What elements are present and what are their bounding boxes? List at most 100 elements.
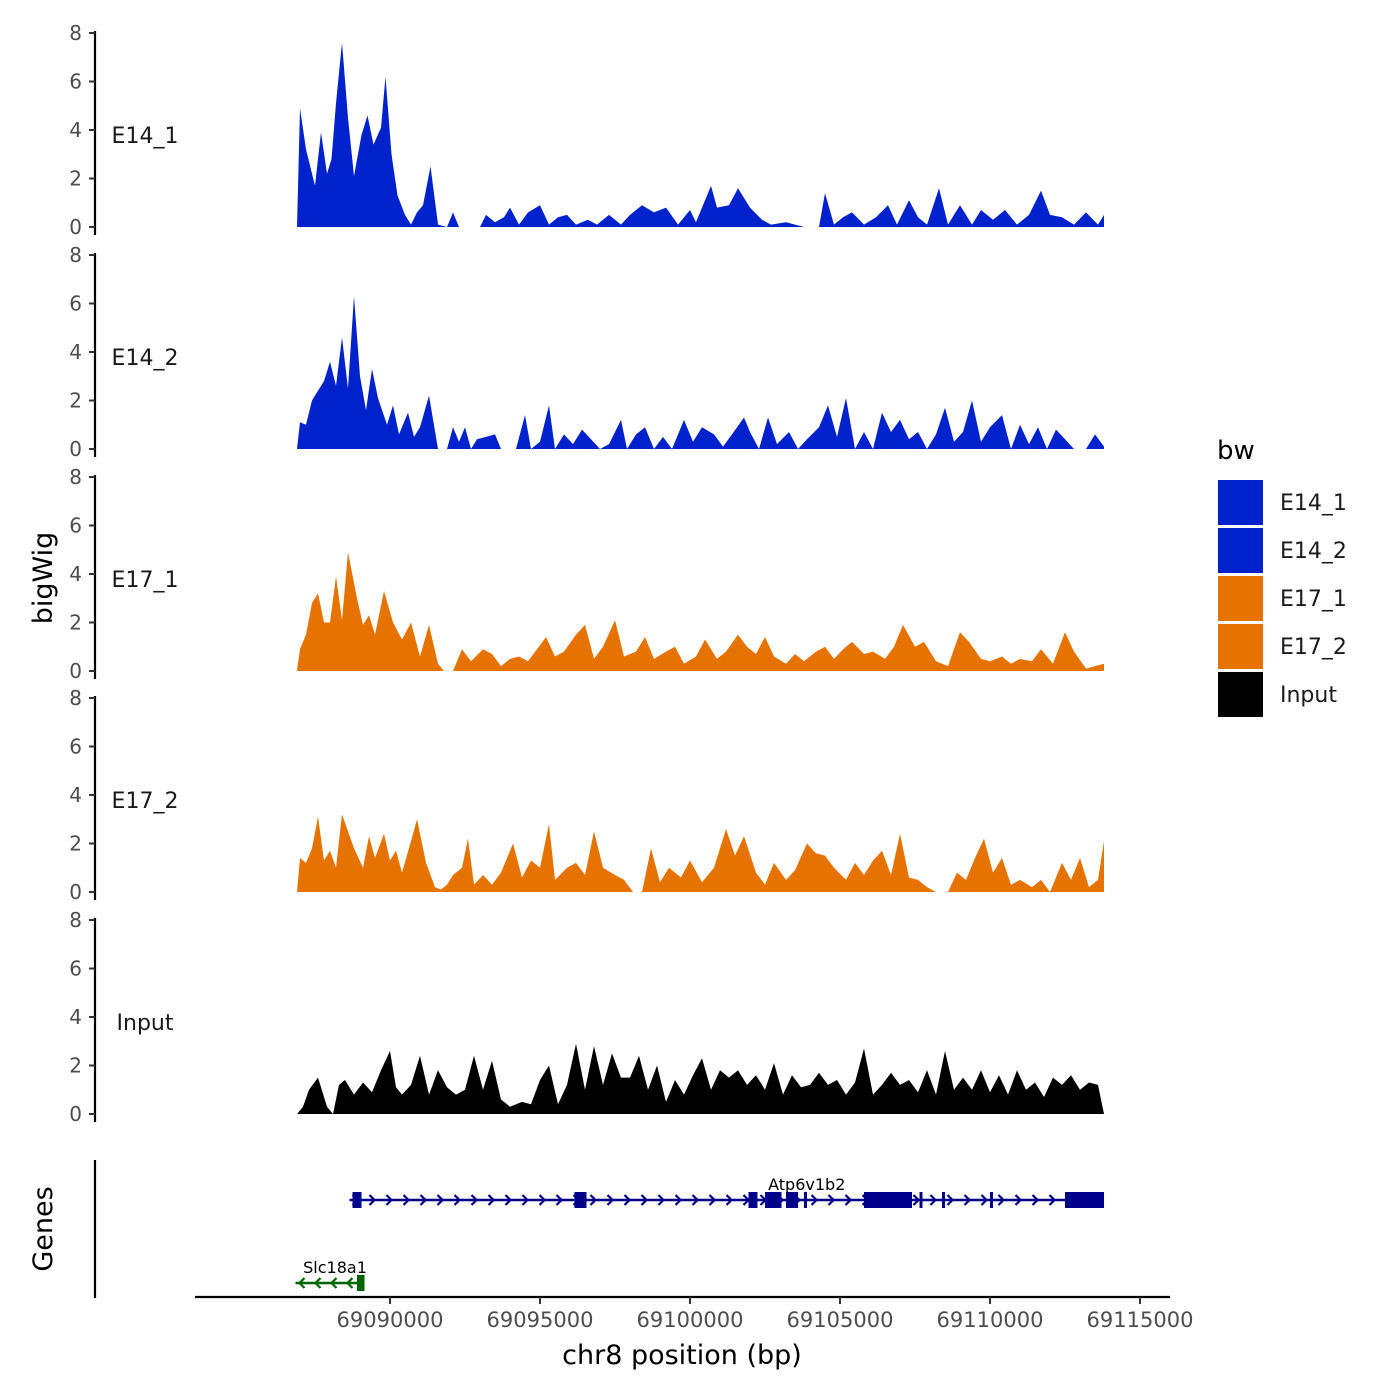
coverage-area-e17-2 <box>297 814 1104 892</box>
exon-atp6v1b2-9 <box>942 1192 945 1208</box>
y-tick-label-e17-1-6: 6 <box>69 514 82 538</box>
y-tick-label-e14-1-8: 8 <box>69 21 82 45</box>
strand-arrow <box>1048 1194 1057 1206</box>
exon-atp6v1b2-10 <box>990 1192 993 1208</box>
y-tick-label-input-2: 2 <box>69 1054 82 1078</box>
track-label-input: Input <box>117 1011 174 1036</box>
strand-arrow <box>997 1194 1006 1206</box>
y-tick-label-e17-1-4: 4 <box>69 562 82 586</box>
strand-arrow <box>368 1194 377 1206</box>
exon-slc18a1-1 <box>357 1275 365 1291</box>
strand-arrow <box>691 1194 700 1206</box>
y-tick-label-e14-2-4: 4 <box>69 340 82 364</box>
strand-arrow <box>345 1277 354 1289</box>
strand-arrow <box>521 1194 530 1206</box>
legend-swatch-e14-2 <box>1218 528 1263 573</box>
gene-label-slc18a1: Slc18a1 <box>303 1258 367 1277</box>
track-label-e17-2: E17_2 <box>112 789 179 814</box>
track-label-e17-1: E17_1 <box>112 568 179 593</box>
y-tick-label-input-0: 0 <box>69 1102 82 1126</box>
y-tick-label-e17-2-2: 2 <box>69 832 82 856</box>
coverage-tracks: 0 2 4 6 8 E14_1 0 2 4 6 8 E14_2 0 2 4 6 8 E17_1 0 2 4 6 8 E17_2… <box>69 21 1104 1126</box>
gene-label-atp6v1b2: Atp6v1b2 <box>768 1175 845 1194</box>
strand-arrow <box>504 1194 513 1206</box>
y-tick-label-e14-2-2: 2 <box>69 389 82 413</box>
y-tick-label-input-4: 4 <box>69 1005 82 1029</box>
y-tick-label-e14-2-8: 8 <box>69 243 82 267</box>
legend-label-e17-2: E17_2 <box>1280 635 1347 660</box>
legend: bw E14_1 E14_2 E17_1 E17_2 Input <box>1217 436 1347 717</box>
legend-label-e14-1: E14_1 <box>1280 491 1347 516</box>
strand-arrow <box>725 1194 734 1206</box>
strand-arrow <box>589 1194 598 1206</box>
exon-atp6v1b2-7 <box>864 1192 912 1208</box>
y-tick-label-e17-2-4: 4 <box>69 783 82 807</box>
strand-arrow <box>297 1277 306 1289</box>
strand-arrow <box>980 1194 989 1206</box>
y-tick-label-e17-2-6: 6 <box>69 735 82 759</box>
strand-arrow <box>1031 1194 1040 1206</box>
y-tick-label-input-8: 8 <box>69 908 82 932</box>
legend-item-e14-1: E14_1 <box>1218 480 1347 525</box>
strand-arrow <box>453 1194 462 1206</box>
exon-atp6v1b2-4 <box>765 1192 782 1208</box>
x-tick-label-69090000: 69090000 <box>337 1308 444 1332</box>
exon-atp6v1b2-2 <box>574 1192 587 1208</box>
strand-arrow <box>929 1194 938 1206</box>
legend-title: bw <box>1217 436 1255 466</box>
legend-swatch-e17-1 <box>1218 576 1263 621</box>
strand-arrow <box>657 1194 666 1206</box>
y-tick-label-e14-1-6: 6 <box>69 70 82 94</box>
legend-swatch-e14-1 <box>1218 480 1263 525</box>
track-input: 0 2 4 6 8 Input <box>69 908 1104 1126</box>
strand-arrow <box>844 1194 853 1206</box>
legend-item-e14-2: E14_2 <box>1218 528 1347 573</box>
strand-arrow <box>470 1194 479 1206</box>
y-tick-label-input-6: 6 <box>69 957 82 981</box>
strand-arrow <box>313 1277 322 1289</box>
track-e17-1: 0 2 4 6 8 E17_1 <box>69 465 1104 683</box>
strand-arrow <box>640 1194 649 1206</box>
gene-atp6v1b2: Atp6v1b2 <box>349 1175 1104 1208</box>
gene-slc18a1: Slc18a1 <box>295 1258 367 1291</box>
x-tick-label-69115000: 69115000 <box>1087 1308 1194 1332</box>
y-tick-label-e14-1-2: 2 <box>69 167 82 191</box>
track-label-e14-2: E14_2 <box>112 346 179 371</box>
track-label-e14-1: E14_1 <box>112 124 179 149</box>
strand-arrow <box>538 1194 547 1206</box>
exon-atp6v1b2-3 <box>748 1192 758 1208</box>
legend-item-e17-2: E17_2 <box>1218 624 1347 669</box>
track-e14-2: 0 2 4 6 8 E14_2 <box>69 243 1104 461</box>
legend-swatch-input <box>1218 672 1263 717</box>
track-e14-1: 0 2 4 6 8 E14_1 <box>69 21 1104 239</box>
strand-arrow <box>708 1194 717 1206</box>
strand-arrow <box>402 1194 411 1206</box>
legend-items: E14_1 E14_2 E17_1 E17_2 Input <box>1218 480 1347 717</box>
legend-label-input: Input <box>1280 683 1337 708</box>
strand-arrow <box>329 1277 338 1289</box>
y-tick-label-e14-2-6: 6 <box>69 292 82 316</box>
y-tick-label-e17-1-2: 2 <box>69 611 82 635</box>
y-tick-label-e17-1-8: 8 <box>69 465 82 489</box>
strand-arrow <box>385 1194 394 1206</box>
y-tick-label-e14-1-0: 0 <box>69 215 82 239</box>
strand-arrow <box>963 1194 972 1206</box>
exon-atp6v1b2-5 <box>786 1192 798 1208</box>
strand-arrow <box>810 1194 819 1206</box>
track-e17-2: 0 2 4 6 8 E17_2 <box>69 686 1104 904</box>
strand-arrow <box>912 1194 921 1206</box>
strand-arrow <box>419 1194 428 1206</box>
coverage-area-e17-1 <box>297 552 1104 671</box>
coverage-area-e14-1 <box>297 42 1104 228</box>
x-tick-label-69110000: 69110000 <box>937 1308 1044 1332</box>
y-axis-title: bigWig <box>28 532 59 625</box>
strand-arrow <box>946 1194 955 1206</box>
strand-arrow <box>487 1194 496 1206</box>
y-tick-label-e17-2-8: 8 <box>69 686 82 710</box>
legend-label-e17-1: E17_1 <box>1280 587 1347 612</box>
gene-annotation-track: Slc18a1 Atp6v1b2 <box>93 1160 1104 1298</box>
legend-swatch-e17-2 <box>1218 624 1263 669</box>
strand-arrow <box>436 1194 445 1206</box>
y-tick-label-e17-1-0: 0 <box>69 659 82 683</box>
exon-atp6v1b2-11 <box>1065 1192 1104 1208</box>
